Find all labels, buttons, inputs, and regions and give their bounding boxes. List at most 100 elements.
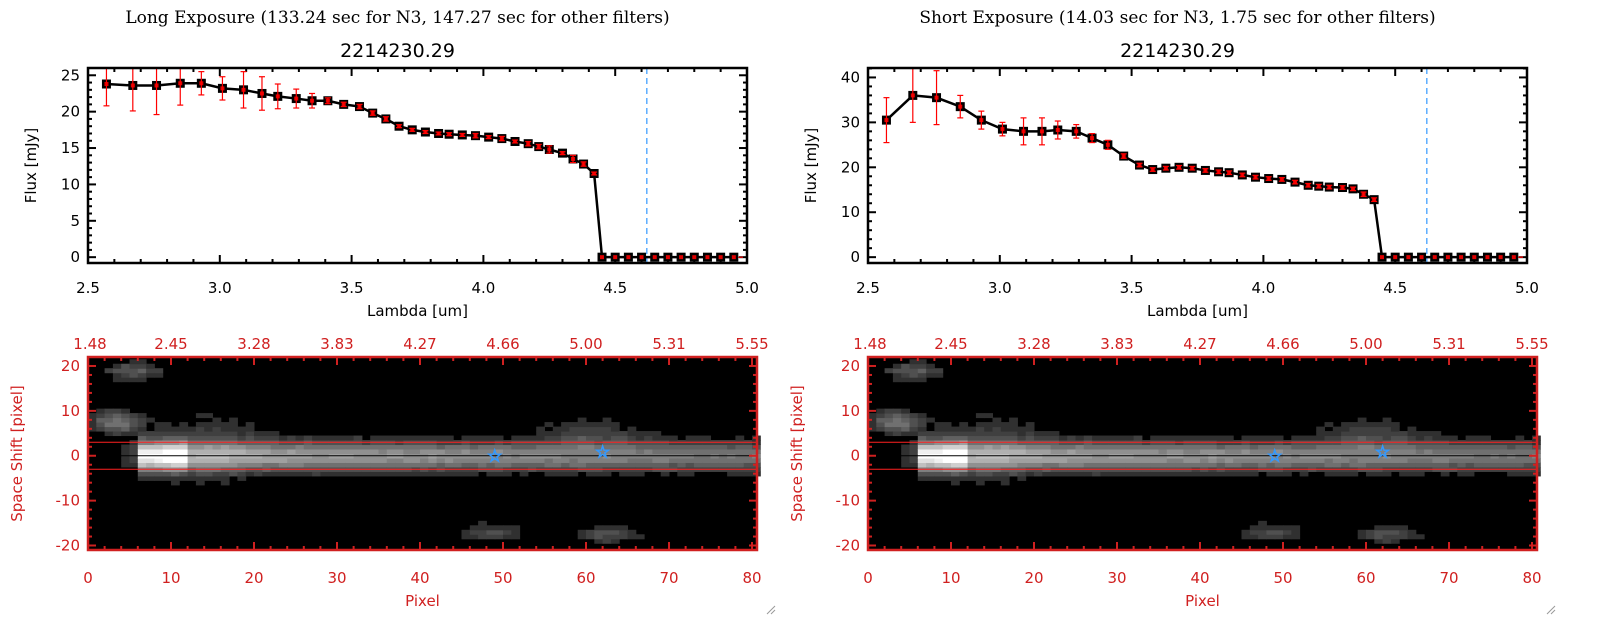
image-pixel [1274,471,1284,477]
image-pixel [536,462,546,468]
image-pixel [1266,435,1276,441]
image-pixel [1424,435,1433,441]
star-marker: ☆ [1267,447,1282,467]
image-pixel [992,426,1002,432]
image-pixel [229,417,238,423]
image-pixel [1349,462,1359,468]
image-pixel [212,449,222,454]
image-pixel [1058,462,1068,468]
image-pixel [154,462,164,468]
image-pixel [494,525,504,531]
image-pixel [1390,529,1400,535]
image-pixel [137,413,147,419]
image-pixel [652,449,662,454]
image-pixel [187,462,197,468]
image-pixel [1100,462,1110,468]
image-pixel [1374,449,1384,454]
image-pixel [917,475,927,481]
image-pixel [270,462,280,468]
image-pixel [586,422,595,428]
image-pixel [1017,435,1027,441]
x-axis-label: Lambda [um] [367,302,468,320]
image-pixel [619,444,629,450]
image-pixel [1224,449,1234,454]
image-pixel [627,471,637,477]
image-pixel [478,520,487,526]
image-pixel [88,422,97,428]
image-pixel [503,462,512,468]
x-tick-label: 3.0 [988,279,1012,297]
image-pixel [876,417,886,423]
image-pixel [967,431,977,437]
image-pixel [1191,462,1201,468]
image-pixel [735,435,745,441]
image-pixel [262,457,272,463]
image-pixel [478,449,487,454]
image-pixel [428,435,438,441]
image-pixel [262,471,272,477]
image-pixel [212,422,222,428]
image-pixel [967,475,977,481]
image-pixel [345,457,355,463]
image-pixel [88,413,97,419]
image-pixel [112,431,122,437]
image-pixel [312,462,321,468]
image-pixel [984,422,994,428]
image-pixel [1274,449,1284,454]
image-pixel [635,457,645,463]
image-pixel [693,457,703,463]
image-pixel [544,444,554,450]
image-pixel [1166,444,1176,450]
image-pixel [917,368,927,374]
image-pixel [718,457,728,463]
image-pixel [868,417,877,423]
image-pixel [337,449,346,454]
image-pixel [1382,538,1392,544]
image-pixel [967,426,977,432]
image-pixel [1158,449,1168,454]
image-pixel [1382,471,1392,477]
image-pixel [403,462,413,468]
image-pixel [162,475,172,481]
image-pixel [1482,457,1492,463]
image-pixel [212,457,222,463]
image-pixel [1449,435,1458,441]
image-pixel [1291,529,1301,535]
image-pixel [569,462,579,468]
image-pixel [179,462,189,468]
image-pixel [975,480,985,486]
image-pixel [635,471,645,477]
image-pixel [1440,471,1450,477]
image-pixel [577,534,587,540]
image-pixel [1324,435,1334,441]
image-pixel [1415,435,1425,441]
image-pixel [876,426,886,432]
image-pixel [469,525,479,531]
image-pixel [436,449,446,454]
image-pixel [1341,457,1350,463]
image-pixel [287,457,297,463]
image-pixel [1424,431,1433,437]
image-pixel [469,529,479,535]
image-pixel [262,435,272,441]
image-pixel [312,444,321,450]
image-pixel [444,457,454,463]
image-pixel [287,471,297,477]
image-pixel [1150,471,1160,477]
image-pixel [1316,449,1326,454]
image-pixel [295,471,305,477]
image-pixel [220,422,230,428]
image-pixel [444,444,454,450]
image-pixel [1465,457,1475,463]
image-pixel [287,435,297,441]
image-pixel [1357,444,1367,450]
image-pixel [1108,444,1118,450]
image-pixel [1050,435,1060,441]
plot-frame [86,66,749,265]
image-pixel [245,471,255,477]
image-pixel [1283,525,1292,531]
image-pixel [1316,431,1326,437]
image-pixel [171,471,180,477]
image-pixel [1382,449,1392,454]
x-tick-label: 70 [1439,569,1458,587]
